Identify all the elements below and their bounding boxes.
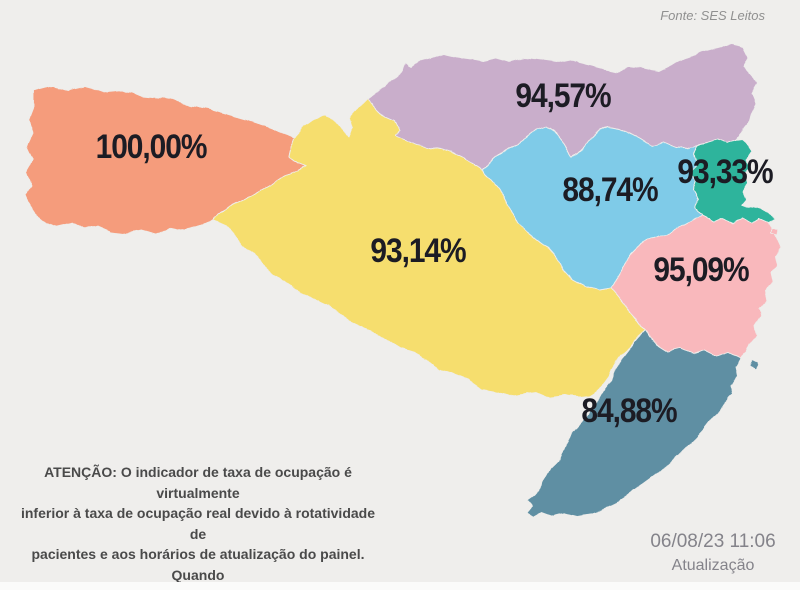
warning-line: ATENÇÃO: O indicador de taxa de ocupação… [44, 464, 352, 501]
update-datetime: 06/08/23 11:06 [650, 531, 776, 552]
value-label-south: 84,88% [581, 392, 677, 430]
bottom-strip [0, 582, 800, 590]
update-label: Atualização [671, 557, 755, 574]
warning-note: ATENÇÃO: O indicador de taxa de ocupação… [12, 462, 384, 590]
region-south-islet[interactable] [749, 359, 759, 371]
region-south[interactable] [526, 329, 742, 518]
region-northeast-coast[interactable] [691, 139, 777, 224]
value-label-northeast-valley: 88,74% [562, 171, 658, 209]
value-label-east: 95,09% [653, 251, 749, 289]
source-note: Fonte: SES Leitos [660, 8, 765, 23]
region-east-islet[interactable] [770, 226, 779, 236]
value-label-north: 94,57% [515, 77, 611, 115]
value-label-northeast-coast: 93,33% [677, 153, 773, 191]
value-label-west: 100,00% [95, 128, 208, 166]
update-info: 06/08/23 11:06 Atualização [632, 531, 794, 576]
warning-line: pacientes e aos horários de atualização … [31, 546, 365, 583]
value-label-center: 93,14% [370, 232, 466, 270]
warning-line: inferior à taxa de ocupação real devido … [20, 505, 375, 542]
